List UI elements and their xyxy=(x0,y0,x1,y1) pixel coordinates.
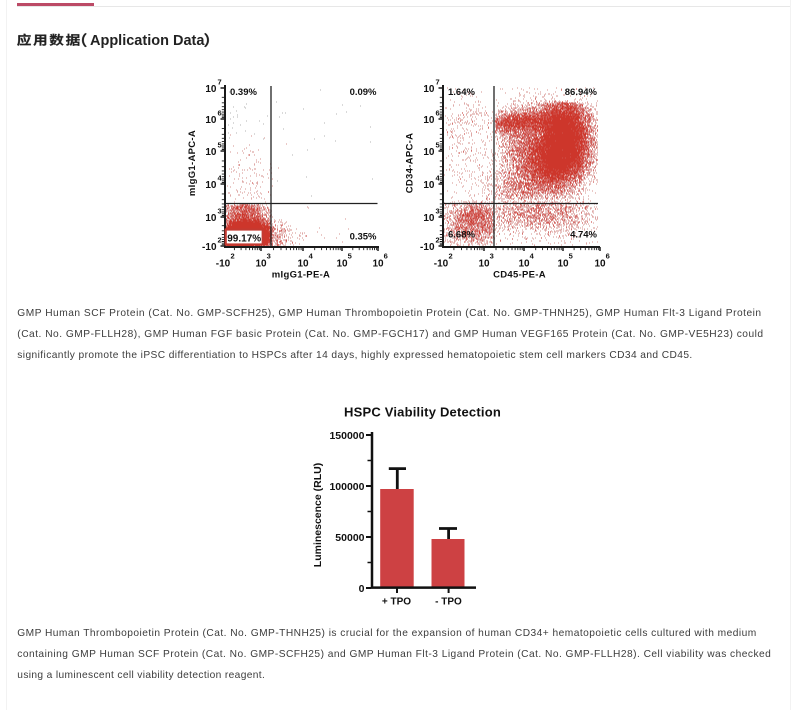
svg-text:10: 10 xyxy=(205,115,217,126)
svg-text:50000: 50000 xyxy=(335,532,364,544)
svg-text:mIgG1-APC-A: mIgG1-APC-A xyxy=(187,130,198,196)
svg-text:4: 4 xyxy=(436,174,441,183)
svg-text:99.17%: 99.17% xyxy=(227,233,261,244)
svg-text:4: 4 xyxy=(218,174,223,183)
svg-text:2: 2 xyxy=(218,236,222,245)
svg-text:0.35%: 0.35% xyxy=(350,232,377,243)
svg-text:1.64%: 1.64% xyxy=(448,87,475,98)
svg-text:4.74%: 4.74% xyxy=(570,230,597,241)
svg-text:3: 3 xyxy=(436,207,440,216)
svg-text:10: 10 xyxy=(255,259,267,270)
svg-text:10: 10 xyxy=(423,213,435,224)
svg-text:Application Data: Application Data xyxy=(90,33,205,49)
svg-text:4: 4 xyxy=(530,252,535,261)
svg-text:- TPO: - TPO xyxy=(435,597,462,608)
svg-text:10: 10 xyxy=(297,259,309,270)
svg-text:CD34-APC-A: CD34-APC-A xyxy=(405,133,416,194)
svg-text:10: 10 xyxy=(205,147,217,158)
svg-text:100000: 100000 xyxy=(329,481,364,493)
svg-text:6: 6 xyxy=(606,252,610,261)
svg-text:6: 6 xyxy=(436,109,440,118)
svg-text:10: 10 xyxy=(518,259,530,270)
svg-text:10: 10 xyxy=(423,115,435,126)
svg-text:4: 4 xyxy=(309,252,314,261)
svg-text:5: 5 xyxy=(569,252,573,261)
svg-text:10: 10 xyxy=(205,84,217,95)
svg-text:10: 10 xyxy=(478,259,490,270)
svg-text:5: 5 xyxy=(436,141,440,150)
svg-text:10: 10 xyxy=(205,213,217,224)
svg-text:6.68%: 6.68% xyxy=(448,230,475,241)
svg-text:-10: -10 xyxy=(216,259,231,270)
svg-text:0.39%: 0.39% xyxy=(230,87,257,98)
svg-text:86.94%: 86.94% xyxy=(565,87,598,98)
svg-text:3: 3 xyxy=(218,207,222,216)
svg-text:10: 10 xyxy=(205,180,217,191)
svg-text:3: 3 xyxy=(267,252,271,261)
svg-text:10: 10 xyxy=(423,84,435,95)
svg-text:7: 7 xyxy=(436,78,440,87)
svg-text:3: 3 xyxy=(490,252,494,261)
svg-text:mIgG1-PE-A: mIgG1-PE-A xyxy=(272,270,330,281)
svg-text:2: 2 xyxy=(436,236,440,245)
svg-text:5: 5 xyxy=(218,141,222,150)
svg-text:6: 6 xyxy=(218,109,222,118)
svg-text:CD45-PE-A: CD45-PE-A xyxy=(493,270,546,281)
svg-text:HSPC Viability Detection: HSPC Viability Detection xyxy=(344,405,501,420)
svg-text:0: 0 xyxy=(359,583,365,595)
svg-text:10: 10 xyxy=(557,259,569,270)
svg-text:150000: 150000 xyxy=(329,430,364,442)
svg-text:7: 7 xyxy=(218,78,222,87)
svg-text:-10: -10 xyxy=(434,259,449,270)
svg-text:10: 10 xyxy=(594,259,606,270)
svg-text:-10: -10 xyxy=(420,242,435,253)
svg-text:2: 2 xyxy=(449,252,453,261)
svg-text:5: 5 xyxy=(348,252,352,261)
svg-text:10: 10 xyxy=(423,180,435,191)
svg-text:+ TPO: + TPO xyxy=(382,597,411,608)
svg-text:2: 2 xyxy=(231,252,235,261)
svg-text:Luminescence (RLU): Luminescence (RLU) xyxy=(312,463,324,567)
svg-text:10: 10 xyxy=(423,147,435,158)
svg-text:6: 6 xyxy=(384,252,388,261)
svg-text:-10: -10 xyxy=(202,242,217,253)
svg-text:0.09%: 0.09% xyxy=(350,87,377,98)
svg-text:10: 10 xyxy=(372,259,384,270)
svg-text:10: 10 xyxy=(336,259,348,270)
